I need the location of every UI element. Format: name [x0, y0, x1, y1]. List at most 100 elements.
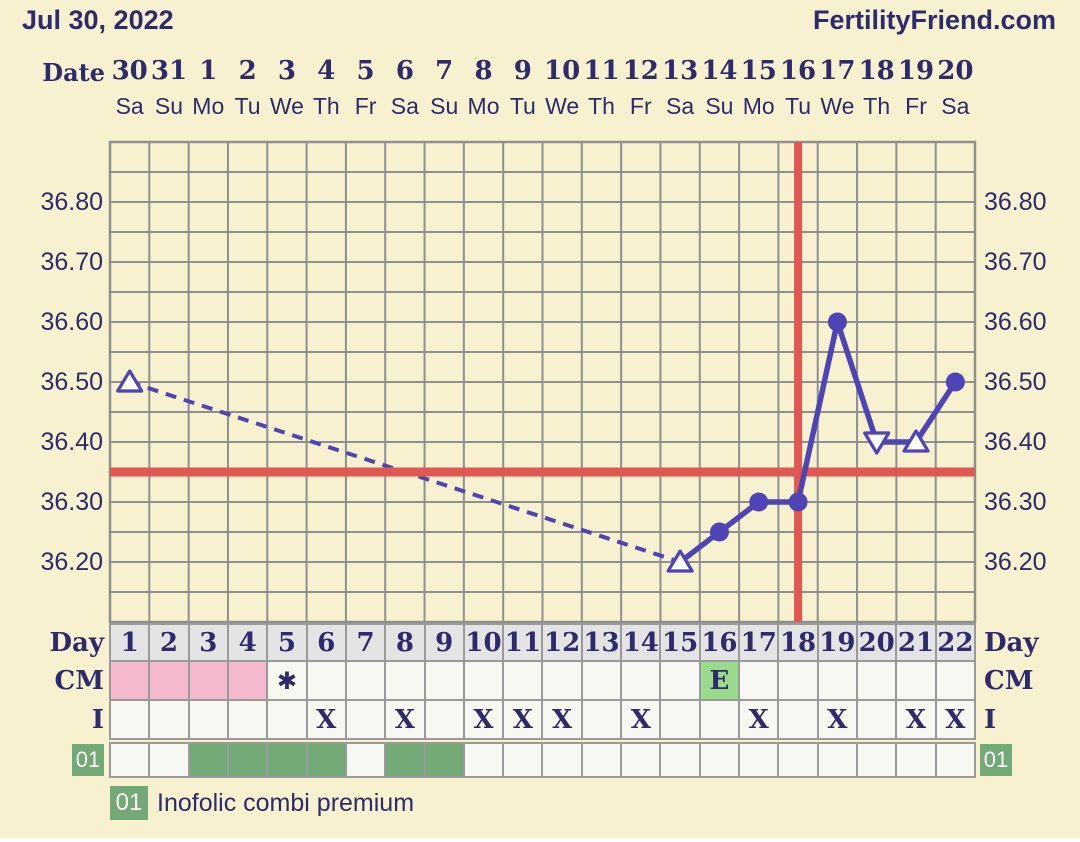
intercourse-cell-marked[interactable]: X: [307, 701, 345, 738]
temp-marker-triangle-down-day-20[interactable]: [863, 431, 891, 455]
cycle-day-cell[interactable]: 11: [504, 625, 542, 660]
intercourse-cell[interactable]: [582, 701, 621, 738]
intercourse-cell[interactable]: [700, 701, 739, 738]
cm-cell-eggwhite[interactable]: E: [700, 662, 739, 699]
cm-cell[interactable]: [858, 662, 896, 699]
cm-cell[interactable]: [661, 662, 699, 699]
cm-cell[interactable]: [779, 662, 817, 699]
medication-cell[interactable]: [543, 744, 581, 776]
intercourse-cell[interactable]: [228, 701, 267, 738]
date-header-cell[interactable]: 7: [435, 56, 454, 86]
date-header-cell[interactable]: 3: [277, 56, 296, 86]
intercourse-cell[interactable]: [779, 701, 817, 738]
cm-cell[interactable]: [386, 662, 424, 699]
date-header-cell[interactable]: 5: [356, 56, 375, 86]
intercourse-cell[interactable]: [111, 701, 149, 738]
date-header-cell[interactable]: 15: [740, 56, 777, 86]
temp-marker-circle-day-19[interactable]: [827, 312, 847, 332]
date-header-cell[interactable]: 12: [622, 56, 659, 86]
temp-marker-circle-day-17[interactable]: [749, 492, 769, 512]
temp-marker-circle-day-16[interactable]: [709, 522, 729, 542]
medication-cell[interactable]: [936, 744, 974, 776]
date-header-cell[interactable]: 13: [662, 56, 699, 86]
cm-cell[interactable]: [307, 662, 345, 699]
date-header-cell[interactable]: 1: [199, 56, 218, 86]
temp-marker-circle-day-22[interactable]: [945, 372, 965, 392]
medication-cell[interactable]: [111, 744, 149, 776]
temp-marker-triangle-up-day-1[interactable]: [116, 369, 144, 393]
cycle-day-cell[interactable]: 1: [111, 625, 149, 660]
cm-cell[interactable]: [897, 662, 935, 699]
cm-cell[interactable]: [543, 662, 581, 699]
brand-link[interactable]: FertilityFriend.com: [812, 5, 1056, 35]
cm-cell[interactable]: [936, 662, 974, 699]
date-header-cell[interactable]: 31: [150, 56, 188, 86]
intercourse-cell[interactable]: [858, 701, 896, 738]
intercourse-cell[interactable]: [346, 701, 385, 738]
cycle-day-cell[interactable]: 13: [582, 625, 621, 660]
medication-cell[interactable]: [897, 744, 935, 776]
date-header-cell[interactable]: 11: [583, 56, 620, 86]
cm-cell-menses[interactable]: [111, 662, 149, 699]
date-header-cell[interactable]: 14: [701, 56, 738, 86]
cm-cell[interactable]: [582, 662, 621, 699]
cm-cell[interactable]: [425, 662, 463, 699]
cm-cell[interactable]: [346, 662, 385, 699]
medication-cell[interactable]: [740, 744, 778, 776]
cm-cell-menses[interactable]: [189, 662, 227, 699]
cycle-day-cell[interactable]: 18: [779, 625, 817, 660]
cycle-day-cell[interactable]: 8: [386, 625, 424, 660]
date-header-cell[interactable]: 4: [317, 56, 336, 86]
intercourse-cell[interactable]: [661, 701, 699, 738]
date-header-cell[interactable]: 17: [819, 56, 856, 86]
intercourse-cell-marked[interactable]: X: [386, 701, 424, 738]
cycle-day-cell[interactable]: 22: [936, 625, 974, 660]
cm-cell[interactable]: [622, 662, 660, 699]
cycle-day-cell[interactable]: 5: [268, 625, 306, 660]
temp-marker-triangle-up-day-21[interactable]: [902, 429, 930, 453]
cycle-day-cell[interactable]: 21: [897, 625, 935, 660]
cycle-day-cell[interactable]: 9: [425, 625, 463, 660]
cycle-day-cell[interactable]: 4: [228, 625, 267, 660]
cycle-day-cell[interactable]: 12: [543, 625, 581, 660]
medication-cell[interactable]: [346, 744, 385, 776]
cm-cell[interactable]: [818, 662, 857, 699]
cm-cell-spotting[interactable]: ✱: [268, 662, 306, 699]
cm-cell-menses[interactable]: [228, 662, 267, 699]
date-header-cell[interactable]: 19: [897, 56, 935, 86]
intercourse-cell-marked[interactable]: X: [622, 701, 660, 738]
cycle-day-cell[interactable]: 14: [622, 625, 660, 660]
intercourse-cell[interactable]: [268, 701, 306, 738]
medication-cell-taken[interactable]: [268, 744, 306, 776]
cycle-day-cell[interactable]: 3: [189, 625, 227, 660]
intercourse-cell-marked[interactable]: X: [740, 701, 778, 738]
medication-cell-taken[interactable]: [386, 744, 424, 776]
cycle-day-cell[interactable]: 7: [346, 625, 385, 660]
temp-marker-triangle-up-day-15[interactable]: [666, 549, 694, 573]
medication-cell[interactable]: [504, 744, 542, 776]
cycle-day-cell[interactable]: 10: [464, 625, 503, 660]
date-header-cell[interactable]: 10: [544, 56, 581, 86]
cycle-day-cell[interactable]: 15: [661, 625, 699, 660]
intercourse-cell[interactable]: [189, 701, 227, 738]
date-header-cell[interactable]: 9: [513, 56, 532, 86]
medication-cell-taken[interactable]: [228, 744, 267, 776]
intercourse-cell[interactable]: [150, 701, 188, 738]
cycle-day-cell[interactable]: 17: [740, 625, 778, 660]
medication-cell[interactable]: [818, 744, 857, 776]
medication-cell-taken[interactable]: [189, 744, 227, 776]
date-header-cell[interactable]: 8: [474, 56, 493, 86]
intercourse-cell[interactable]: [425, 701, 463, 738]
cm-cell[interactable]: [504, 662, 542, 699]
medication-cell[interactable]: [700, 744, 739, 776]
cycle-day-cell[interactable]: 2: [150, 625, 188, 660]
intercourse-cell-marked[interactable]: X: [818, 701, 857, 738]
medication-cell[interactable]: [622, 744, 660, 776]
temp-marker-circle-day-18[interactable]: [788, 492, 808, 512]
date-header-cell[interactable]: 30: [111, 56, 148, 86]
medication-cell[interactable]: [858, 744, 896, 776]
intercourse-cell-marked[interactable]: X: [464, 701, 503, 738]
medication-cell[interactable]: [582, 744, 621, 776]
date-header-cell[interactable]: 2: [238, 56, 257, 86]
medication-cell-taken[interactable]: [307, 744, 345, 776]
